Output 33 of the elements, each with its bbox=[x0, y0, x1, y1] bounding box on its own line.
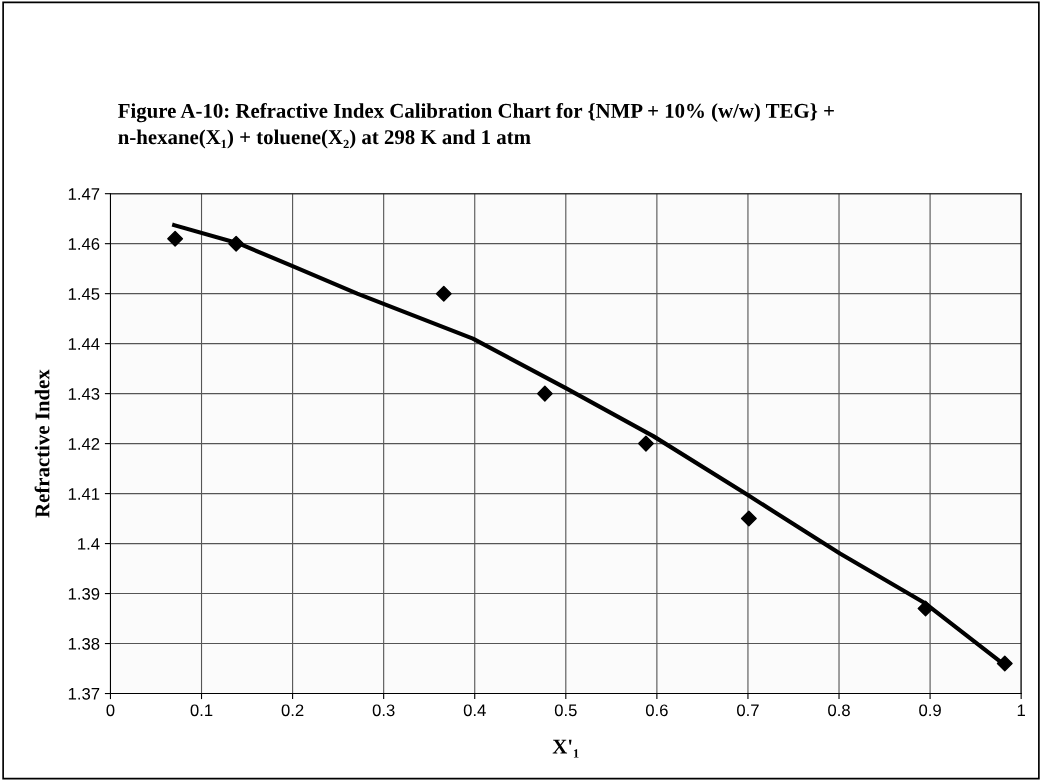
y-tick-label: 1.44 bbox=[68, 338, 100, 350]
point bbox=[167, 230, 184, 247]
x-tick-label: 0 bbox=[106, 704, 115, 717]
point bbox=[740, 510, 757, 527]
y-tick-label: 1.46 bbox=[68, 238, 100, 250]
point bbox=[228, 235, 245, 252]
x-tick-label: 0.6 bbox=[645, 704, 668, 717]
y-tick-label: 1.45 bbox=[68, 288, 100, 300]
y-tick-label: 1.38 bbox=[68, 637, 100, 650]
x-tick-label: 1 bbox=[1017, 704, 1025, 717]
point bbox=[917, 600, 934, 617]
x-tick-label: 0.4 bbox=[463, 704, 486, 717]
point bbox=[637, 435, 654, 452]
x-tick-label: 0.7 bbox=[737, 704, 759, 717]
x-tick-label: 0.5 bbox=[554, 704, 577, 717]
x-tick-label: 0.9 bbox=[919, 704, 941, 717]
y-tick-label: 1.4 bbox=[78, 538, 100, 550]
point bbox=[996, 655, 1013, 672]
x-tick-label: 0.1 bbox=[190, 704, 213, 717]
y-tick-label: 1.42 bbox=[68, 438, 100, 450]
chart-title: Figure A-10: Refractive Index Calibration Chart for {NMP + 10% (w/w) TEG} + n-hexane(X₁) + toluene(X₂) at 298 K and 1 atm bbox=[118, 103, 834, 149]
y-tick-label: 1.41 bbox=[68, 488, 100, 500]
y-axis-title: Refractive Index bbox=[34, 369, 50, 518]
y-tick-label: 1.43 bbox=[68, 388, 100, 400]
y-tick-label: 1.39 bbox=[68, 587, 100, 600]
y-tick-label: 1.47 bbox=[68, 188, 100, 200]
x-axis-title: X'₁ bbox=[552, 739, 579, 758]
x-tick-label: 0.3 bbox=[372, 704, 395, 717]
x-tick-label: 0.8 bbox=[828, 704, 850, 717]
x-tick-label: 0.2 bbox=[281, 704, 304, 717]
point bbox=[435, 285, 452, 302]
point bbox=[536, 385, 553, 402]
y-tick-label: 1.37 bbox=[68, 687, 100, 700]
